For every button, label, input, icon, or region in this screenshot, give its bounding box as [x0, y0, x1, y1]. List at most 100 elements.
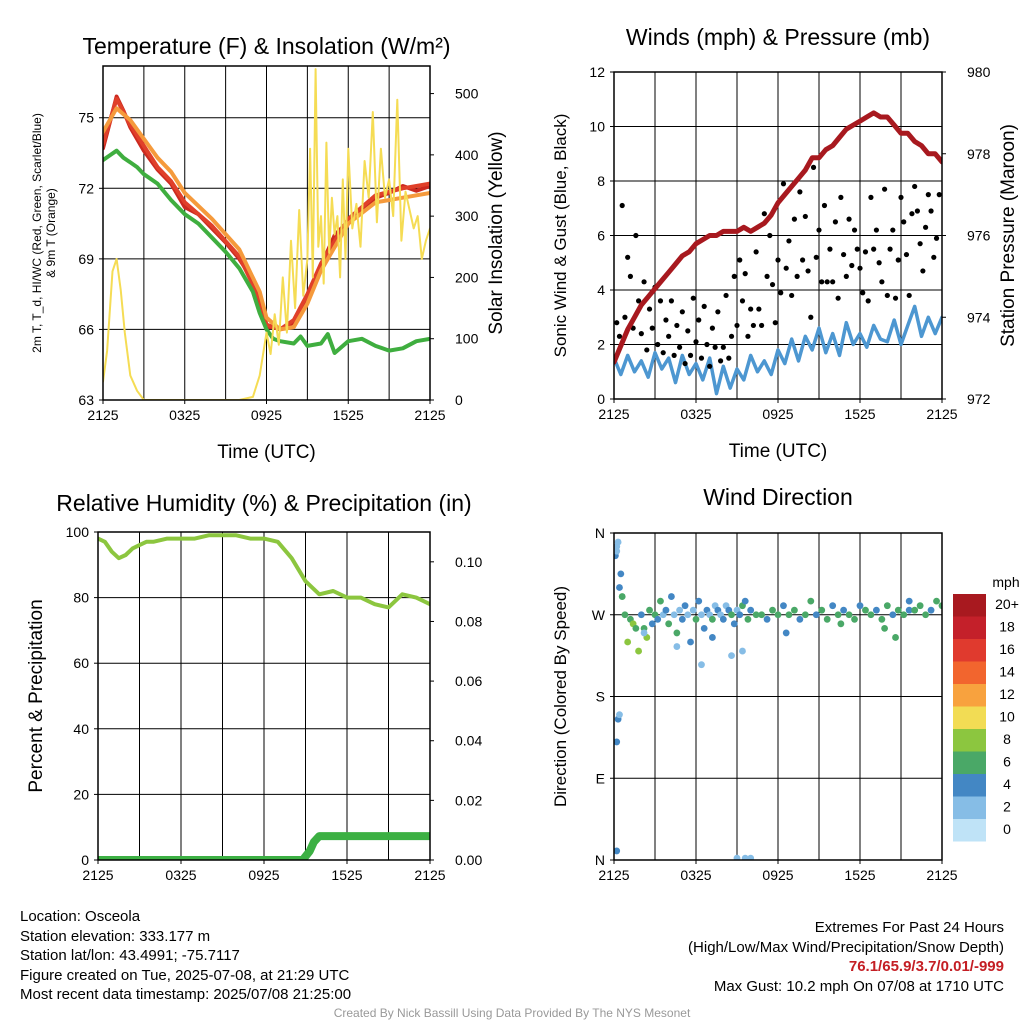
- gust-point: [641, 279, 647, 285]
- wind-direction-point: [763, 615, 771, 623]
- legend-label: 2: [1003, 799, 1011, 815]
- wind-direction-point: [905, 606, 913, 614]
- gust-point: [871, 246, 877, 252]
- plot-frame: [613, 532, 943, 861]
- y-tick-label: 40: [73, 721, 89, 737]
- gust-point: [709, 325, 716, 331]
- y2-tick-label: 300: [455, 208, 479, 224]
- plot-area: [614, 110, 942, 396]
- gust-point: [761, 211, 767, 217]
- credit-text: Created By Nick Bassill Using Data Provi…: [333, 1006, 691, 1020]
- latlon-text: Station lat/lon: 43.4991; -75.7117: [20, 947, 240, 964]
- gust-point: [690, 295, 696, 301]
- y2-tick-label: 0.04: [455, 733, 482, 749]
- y2-tick-label: 200: [455, 269, 479, 285]
- wind-direction-point: [851, 615, 858, 623]
- y-tick-label: S: [596, 689, 605, 705]
- gust-point: [931, 254, 937, 260]
- wind-direction-point: [916, 602, 924, 610]
- location-text: Location: Osceola: [20, 908, 141, 925]
- y2-tick-label: 974: [967, 309, 991, 325]
- y-axis-label: Percent & Precipitation: [26, 599, 47, 792]
- wind-direction-point: [892, 634, 899, 641]
- legend-label: 14: [999, 664, 1015, 680]
- gust-point: [914, 208, 921, 214]
- gust-point: [660, 350, 666, 356]
- legend-swatch: [953, 639, 986, 662]
- series-line-station-pressure: [614, 110, 942, 365]
- gust-point: [933, 235, 940, 241]
- wind-direction-point: [889, 611, 897, 619]
- gust-point: [879, 279, 885, 285]
- gust-point: [802, 213, 808, 220]
- max-gust-text: Max Gust: 10.2 mph On 07/08 at 1710 UTC: [713, 977, 1004, 995]
- plot-area: [98, 533, 430, 860]
- x-axis-label: Time (UTC): [729, 441, 828, 462]
- wind-direction-point: [668, 593, 675, 600]
- y-axis-label: Direction (Colored By Speed): [551, 586, 570, 807]
- wind-direction-point: [614, 738, 621, 746]
- y2-tick-label: 980: [967, 64, 991, 80]
- wind-direction-point: [801, 611, 809, 619]
- created-text: Figure created on Tue, 2025-07-08, at 21…: [20, 966, 350, 984]
- gust-point: [622, 314, 628, 320]
- gust-point: [636, 298, 642, 304]
- y-tick-label: 6: [597, 228, 605, 244]
- wind-direction-point: [692, 615, 700, 623]
- legend-label: 8: [1003, 731, 1011, 747]
- wind-direction-point: [791, 606, 798, 614]
- y2-tick-label: 100: [455, 331, 479, 347]
- y2-tick-label: 972: [967, 391, 991, 407]
- elevation-text: Station elevation: 333.177 m: [20, 927, 211, 945]
- gust-point: [728, 333, 735, 339]
- y-tick-label: 80: [73, 590, 89, 606]
- legend-swatch: [953, 751, 986, 774]
- gust-point: [745, 333, 751, 339]
- gust-point: [789, 292, 795, 299]
- gust-point: [685, 328, 691, 334]
- chart-title: Wind Direction: [703, 484, 853, 510]
- extremes-title: Extremes For Past 24 Hours: [814, 919, 1004, 936]
- wind-direction-point: [856, 602, 864, 610]
- gust-point: [884, 292, 890, 299]
- chart-title: Winds (mph) & Pressure (mb): [626, 24, 930, 50]
- wind-direction-point: [709, 634, 716, 641]
- x-tick-label: 1525: [844, 867, 875, 883]
- chart-title: Relative Humidity (%) & Precipitation (i…: [56, 490, 471, 516]
- gust-point: [663, 317, 669, 323]
- gust-point: [759, 322, 765, 329]
- x-tick-label: 2125: [87, 407, 118, 423]
- x-tick-label: 0925: [762, 867, 793, 883]
- chart-panel-1: 2125 0325 0925 1525 212563666972750100200300…: [30, 33, 507, 463]
- gust-point: [824, 279, 830, 285]
- y-tick-label: 20: [73, 786, 89, 802]
- wind-direction-point: [867, 611, 875, 619]
- gust-point: [800, 257, 806, 263]
- wind-direction-point: [730, 620, 738, 628]
- wind-direction-point: [728, 652, 735, 660]
- legend-swatch: [953, 594, 986, 617]
- y-tick-label: 100: [66, 524, 90, 540]
- wind-direction-point: [640, 629, 648, 637]
- wind-direction-point: [687, 638, 694, 646]
- plot-frame: [97, 531, 431, 861]
- y2-axis-label: Station Pressure (Maroon): [998, 124, 1019, 347]
- wind-direction-point: [785, 611, 793, 619]
- x-tick-label: 1525: [333, 407, 364, 423]
- gust-point: [693, 339, 699, 345]
- y-tick-label: 10: [589, 119, 605, 135]
- gust-point: [627, 273, 634, 279]
- y-axis-label: Sonic Wind & Gust (Blue, Black): [551, 114, 570, 358]
- wind-direction-point: [741, 597, 749, 605]
- gust-point: [655, 341, 661, 348]
- recent-data-text: Most recent data timestamp: 2025/07/08 2…: [20, 986, 352, 1003]
- series-line-relative-humidity: [98, 533, 430, 610]
- gust-point: [739, 298, 746, 304]
- y2-tick-label: 0.08: [455, 613, 482, 629]
- x-tick-label: 2125: [598, 406, 629, 422]
- wind-direction-point: [684, 611, 692, 619]
- gust-point: [737, 257, 743, 263]
- x-tick-label: 2125: [82, 867, 113, 883]
